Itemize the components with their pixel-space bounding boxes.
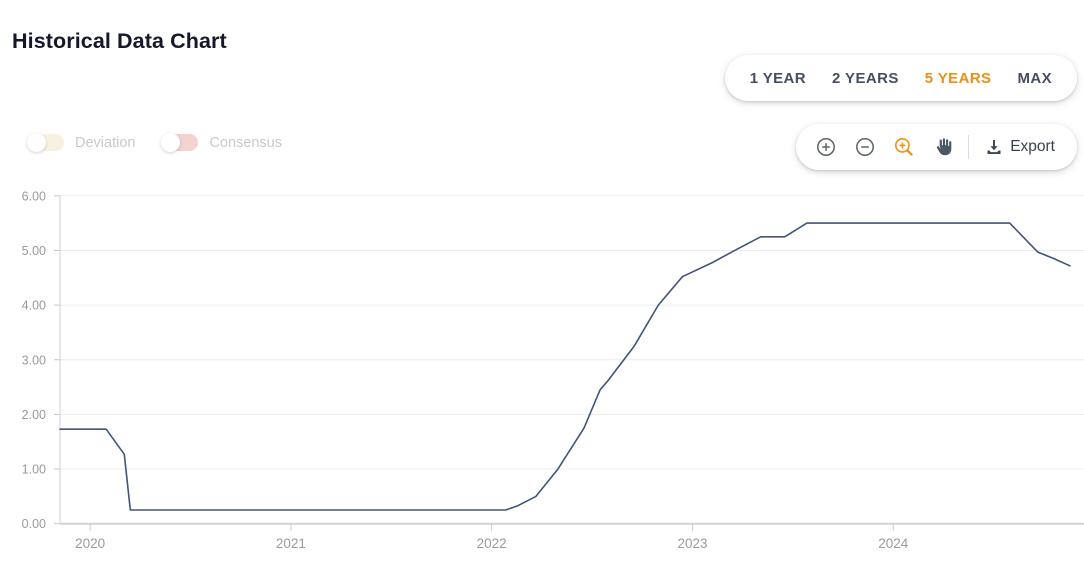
range-option-2-years[interactable]: 2 YEARS [832,69,899,87]
x-axis-label: 2022 [477,536,507,551]
pan-icon [937,137,952,155]
pan-button[interactable] [923,127,962,167]
toolbar-divider [968,135,970,159]
y-axis-label: 4.00 [22,299,46,313]
y-axis-label: 1.00 [22,463,46,477]
toggle-knob [27,133,46,152]
x-axis-label: 2020 [75,536,105,551]
line-chart-canvas[interactable]: 0.00 1.00 2.00 3.00 4.00 5.00 6.00 2020 2021 2022… [0,185,1084,580]
chart-toolbar: Export [796,124,1077,170]
y-axis-label: 6.00 [22,189,46,203]
time-range-selector: 1 YEAR 2 YEARS 5 YEARS MAX [724,55,1077,101]
interest-rate-line-series [59,222,1071,511]
deviation-toggle-label: Deviation [75,134,136,151]
zoom-in-icon [816,138,835,156]
y-axis-label: 5.00 [22,244,46,258]
y-axis-label: 3.00 [22,353,46,367]
zoom-out-icon [855,138,874,156]
toggle-switch-icon[interactable] [27,133,64,152]
zoom-out-button[interactable] [845,127,884,167]
zoom-in-button[interactable] [806,127,845,167]
y-axis-label: 2.00 [22,408,46,422]
range-option-1-year[interactable]: 1 YEAR [749,69,807,87]
download-icon [987,139,1001,154]
selection-zoom-icon [894,137,913,156]
range-option-max[interactable]: MAX [1017,69,1052,87]
historical-data-chart[interactable]: 0.00 1.00 2.00 3.00 4.00 5.00 6.00 2020 2021 2022… [0,185,1084,580]
deviation-toggle[interactable]: Deviation [27,133,136,152]
consensus-toggle-label: Consensus [209,134,282,151]
toggle-switch-icon[interactable] [161,133,199,152]
series-toggles: Deviation Consensus [27,133,282,152]
page-title: Historical Data Chart [12,29,227,54]
x-axis-label: 2021 [276,536,306,551]
export-button[interactable]: Export [978,138,1063,156]
y-axis-label: 0.00 [22,517,46,531]
export-button-label: Export [1010,138,1055,155]
selection-zoom-button[interactable] [884,127,923,167]
range-option-5-years[interactable]: 5 YEARS [924,69,992,87]
toggle-knob [161,133,181,152]
consensus-toggle[interactable]: Consensus [161,133,282,152]
x-axis-label: 2024 [878,536,909,551]
x-axis-label: 2023 [677,536,707,551]
